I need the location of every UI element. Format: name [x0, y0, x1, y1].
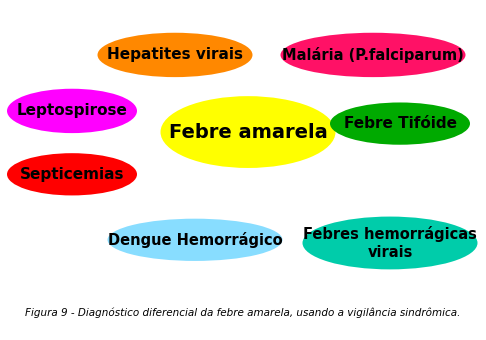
Ellipse shape [98, 33, 253, 77]
Ellipse shape [7, 153, 137, 196]
Text: Figura 9 - Diagnóstico diferencial da febre amarela, usando a vigilância sindrôm: Figura 9 - Diagnóstico diferencial da fe… [25, 307, 461, 318]
Text: Fonte: OPAS: Fonte: OPAS [5, 277, 73, 287]
Text: Febre amarela: Febre amarela [169, 122, 328, 141]
Ellipse shape [7, 89, 137, 133]
Text: Febres hemorrágicas
virais: Febres hemorrágicas virais [303, 226, 477, 260]
Ellipse shape [160, 96, 335, 168]
Text: Septicemias: Septicemias [20, 167, 124, 182]
Text: ·: · [8, 0, 11, 8]
Ellipse shape [330, 102, 470, 145]
Text: Hepatites virais: Hepatites virais [107, 48, 243, 63]
Ellipse shape [107, 219, 282, 261]
Text: Malária (P.falciparum): Malária (P.falciparum) [282, 47, 464, 63]
Ellipse shape [280, 33, 466, 77]
Text: Leptospirose: Leptospirose [17, 103, 127, 118]
Text: Dengue Hemorrágico: Dengue Hemorrágico [108, 232, 282, 248]
Text: Febre Tifóide: Febre Tifóide [344, 116, 456, 131]
Ellipse shape [302, 217, 478, 269]
